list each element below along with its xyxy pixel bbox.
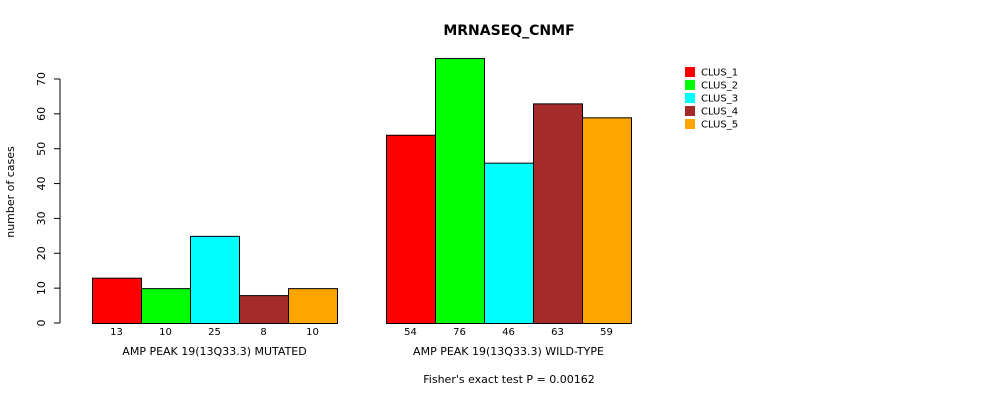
bar-clus-3-group-2: [484, 162, 534, 324]
count-label: 76: [453, 327, 466, 338]
y-axis-label: number of cases: [4, 146, 17, 238]
legend-label: CLUS_4: [701, 107, 738, 118]
count-label: 63: [551, 327, 564, 338]
bars: [92, 58, 632, 325]
count-label: 10: [159, 327, 172, 338]
bar-clus-1-group-2: [386, 134, 436, 324]
legend-swatch: [685, 106, 695, 116]
y-tick-label: 10: [35, 281, 48, 295]
group-label: AMP PEAK 19(13Q33.3) WILD-TYPE: [413, 345, 604, 358]
y-tick-label: 70: [35, 72, 48, 86]
legend-label: CLUS_3: [701, 94, 738, 105]
bar-clus-5-group-1: [288, 288, 338, 325]
y-tick-label: 40: [35, 177, 48, 191]
y-tick-label: 20: [35, 246, 48, 260]
count-label: 59: [600, 327, 613, 338]
bar-clus-1-group-1: [92, 277, 142, 325]
count-label: 13: [110, 327, 123, 338]
bar-clus-2-group-2: [435, 58, 485, 325]
legend-swatch: [685, 119, 695, 129]
legend-label: CLUS_1: [701, 68, 738, 79]
bar-clus-3-group-1: [190, 235, 240, 325]
count-label: 10: [306, 327, 319, 338]
count-labels: 13 10 25 8 10 54 76 46 63 59: [110, 327, 613, 338]
count-label: 54: [404, 327, 417, 338]
y-axis: 0 10 20 30 40 50 60 70: [35, 72, 61, 327]
bar-clus-4-group-1: [239, 295, 289, 324]
y-tick-label: 30: [35, 211, 48, 225]
count-label: 25: [208, 327, 221, 338]
count-label: 8: [260, 327, 266, 338]
legend-label: CLUS_5: [701, 120, 738, 131]
y-tick-label: 60: [35, 107, 48, 121]
group-label: AMP PEAK 19(13Q33.3) MUTATED: [122, 345, 306, 358]
bar-clus-4-group-2: [533, 103, 583, 324]
legend-swatch: [685, 80, 695, 90]
y-tick-label: 50: [35, 142, 48, 156]
legend-swatch: [685, 67, 695, 77]
legend: CLUS_1 CLUS_2 CLUS_3 CLUS_4 CLUS_5: [685, 67, 738, 131]
legend-label: CLUS_2: [701, 81, 738, 92]
bar-clus-5-group-2: [582, 117, 632, 324]
group-labels: AMP PEAK 19(13Q33.3) MUTATED AMP PEAK 19(…: [122, 345, 604, 358]
count-label: 46: [502, 327, 515, 338]
y-tick-label: 0: [35, 320, 48, 327]
chart-title: MRNASEQ_CNMF: [443, 23, 574, 39]
fisher-test-footnote: Fisher's exact test P = 0.00162: [423, 373, 594, 386]
bar-clus-2-group-1: [141, 288, 191, 325]
legend-swatch: [685, 93, 695, 103]
